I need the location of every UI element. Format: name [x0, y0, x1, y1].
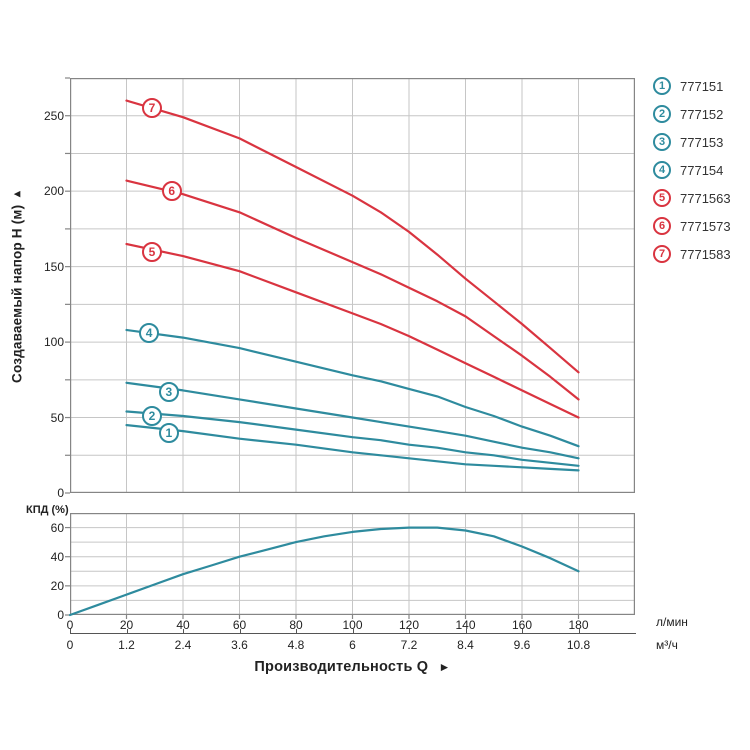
- lmin-tick-label: 0: [66, 618, 74, 632]
- legend-model-label: 7771573: [680, 218, 731, 234]
- m3h-tick-label: 8.4: [457, 638, 474, 652]
- head-tick-label: 50: [50, 410, 64, 425]
- curve-777151: [125, 424, 580, 472]
- m3h-tick: [522, 629, 523, 633]
- legend-item-7771573: 6 7771573: [653, 212, 731, 240]
- m3h-tick: [465, 629, 467, 633]
- m3h-tick-label: 3.6: [231, 638, 248, 652]
- legend-number-circle: 6: [653, 217, 671, 235]
- legend-number-circle: 1: [653, 77, 671, 95]
- lmin-tick-label: 140: [455, 618, 476, 632]
- m3h-tick: [578, 629, 580, 633]
- curve-efficiency: [68, 526, 580, 617]
- curve-badge-7: 7: [141, 98, 162, 119]
- m3h-tick-label: 9.6: [513, 638, 531, 652]
- legend-item-777151: 1 777151: [653, 72, 731, 100]
- m3h-tick: [352, 629, 354, 633]
- curve-badge-5: 5: [141, 241, 162, 262]
- efficiency-axis-label: КПД (%): [26, 504, 69, 516]
- legend-item-7771583: 7 7771583: [653, 240, 731, 268]
- legend-item-777154: 4 777154: [653, 156, 731, 184]
- unit-lmin: л/мин: [656, 615, 688, 629]
- m3h-tick: [126, 629, 128, 633]
- curve-badge-3: 3: [158, 381, 179, 402]
- efficiency-tick-label: 40: [50, 549, 64, 564]
- lmin-tick-label: 60: [232, 618, 247, 632]
- curve-7771583: [125, 99, 580, 374]
- m3h-tick-label: 7.2: [400, 638, 418, 652]
- legend-model-label: 777151: [680, 78, 724, 94]
- m3h-tick: [239, 629, 241, 633]
- y-axis-title: Создаваемый напор H (м) ►: [6, 78, 28, 493]
- legend-item-777153: 3 777153: [653, 128, 731, 156]
- legend-number-circle: 2: [653, 105, 671, 123]
- curve-7771563: [125, 242, 580, 419]
- lmin-tick-label: 180: [568, 618, 589, 632]
- x-axis-title-text: Производительность Q: [254, 659, 429, 675]
- legend-item-777152: 2 777152: [653, 100, 731, 128]
- curve-badge-2: 2: [141, 406, 162, 427]
- lmin-tick-label: 20: [119, 618, 134, 632]
- lmin-tick-label: 80: [289, 618, 303, 632]
- efficiency-tick-label: 0: [57, 608, 64, 622]
- lmin-tick-label: 120: [398, 618, 420, 632]
- head-tick-label: 0: [57, 486, 64, 500]
- head-tick-label: 100: [43, 335, 64, 350]
- m3h-tick: [296, 629, 297, 633]
- legend-number-circle: 4: [653, 161, 671, 179]
- legend-number-circle: 3: [653, 133, 671, 151]
- curve-badge-1: 1: [158, 422, 179, 443]
- m3h-tick-label: 4.8: [287, 638, 305, 652]
- legend-model-label: 7771583: [680, 246, 731, 262]
- m3h-tick-label: 6: [349, 638, 356, 652]
- lmin-tick-label: 40: [176, 618, 190, 632]
- lmin-tick-label: 100: [342, 618, 363, 632]
- head-tick-label: 150: [43, 259, 64, 274]
- m3h-tick: [409, 629, 410, 633]
- legend-item-7771563: 5 7771563: [653, 184, 731, 212]
- m3h-tick-label: 1.2: [118, 638, 135, 652]
- legend-number-circle: 5: [653, 189, 671, 207]
- efficiency-tick-label: 20: [50, 578, 64, 593]
- head-tick-label: 200: [43, 184, 64, 199]
- m3h-tick: [183, 629, 184, 633]
- m3h-axis-line: [70, 633, 636, 634]
- curve-7771573: [125, 179, 580, 401]
- m3h-tick-label: 10.8: [566, 638, 591, 652]
- efficiency-chart: [65, 513, 635, 619]
- curve-badge-6: 6: [161, 181, 182, 202]
- head-tick-label: 250: [43, 108, 64, 123]
- curve-777153: [125, 381, 580, 460]
- curve-badge-4: 4: [139, 323, 160, 344]
- legend-model-label: 777152: [680, 106, 724, 122]
- legend-model-label: 777153: [680, 134, 724, 150]
- x-axis-title: Производительность Q ►: [70, 659, 635, 675]
- m3h-tick: [70, 629, 71, 633]
- legend-model-label: 7771563: [680, 190, 731, 206]
- m3h-tick-label: 0: [66, 638, 74, 652]
- efficiency-chart-svg: [65, 513, 635, 619]
- unit-m3h: м³/ч: [656, 638, 678, 652]
- y-axis-title-text: Создаваемый напор H (м): [9, 204, 25, 383]
- right-arrow-icon: ►: [438, 660, 451, 674]
- efficiency-tick-label: 60: [50, 520, 64, 535]
- m3h-tick-label: 2.4: [174, 638, 192, 652]
- legend-number-circle: 7: [653, 245, 671, 263]
- lmin-tick-label: 160: [511, 618, 533, 632]
- head-flow-chart-svg: [65, 77, 635, 494]
- curve-777152: [125, 410, 580, 467]
- legend: 1 777151 2 777152 3 777153 4 777154 5 7771563 6 777…: [653, 72, 731, 268]
- legend-model-label: 777154: [680, 162, 724, 178]
- curve-777154: [125, 328, 580, 448]
